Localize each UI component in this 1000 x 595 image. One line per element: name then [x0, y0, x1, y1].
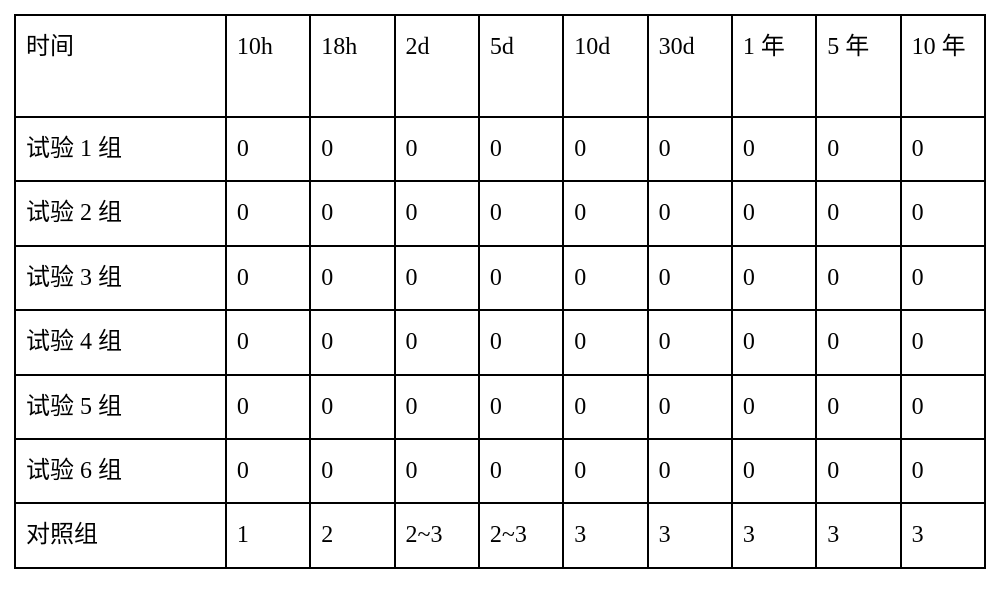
data-cell: 2~3 [479, 503, 563, 567]
data-cell: 0 [648, 181, 732, 245]
data-cell: 0 [226, 310, 310, 374]
header-cell: 18h [310, 15, 394, 117]
data-cell: 0 [479, 439, 563, 503]
data-cell: 0 [395, 246, 479, 310]
data-cell: 0 [226, 117, 310, 181]
table-row: 试验 2 组 0 0 0 0 0 0 0 0 0 [15, 181, 985, 245]
data-cell: 0 [479, 310, 563, 374]
header-cell: 时间 [15, 15, 226, 117]
table-row: 试验 3 组 0 0 0 0 0 0 0 0 0 [15, 246, 985, 310]
data-cell: 0 [395, 439, 479, 503]
data-cell: 0 [395, 310, 479, 374]
data-cell: 3 [563, 503, 647, 567]
data-cell: 0 [816, 117, 900, 181]
data-cell: 0 [479, 375, 563, 439]
data-cell: 0 [901, 310, 985, 374]
data-cell: 0 [732, 246, 816, 310]
data-cell: 0 [648, 439, 732, 503]
data-cell: 0 [563, 181, 647, 245]
data-cell: 0 [310, 181, 394, 245]
header-cell: 1 年 [732, 15, 816, 117]
table-row: 对照组 1 2 2~3 2~3 3 3 3 3 3 [15, 503, 985, 567]
header-cell: 30d [648, 15, 732, 117]
data-cell: 0 [563, 439, 647, 503]
data-cell: 0 [732, 310, 816, 374]
data-cell: 0 [816, 310, 900, 374]
data-cell: 0 [563, 375, 647, 439]
data-cell: 0 [648, 117, 732, 181]
data-cell: 0 [226, 246, 310, 310]
header-cell: 10 年 [901, 15, 985, 117]
data-cell: 0 [816, 181, 900, 245]
data-cell: 0 [479, 117, 563, 181]
data-cell: 0 [648, 246, 732, 310]
data-cell: 0 [310, 310, 394, 374]
data-cell: 0 [395, 375, 479, 439]
table-row: 试验 6 组 0 0 0 0 0 0 0 0 0 [15, 439, 985, 503]
data-cell: 1 [226, 503, 310, 567]
data-cell: 0 [732, 375, 816, 439]
header-cell: 5d [479, 15, 563, 117]
table-row: 试验 4 组 0 0 0 0 0 0 0 0 0 [15, 310, 985, 374]
data-cell: 0 [563, 310, 647, 374]
data-cell: 2 [310, 503, 394, 567]
data-cell: 0 [732, 439, 816, 503]
data-cell: 3 [816, 503, 900, 567]
header-cell: 10d [563, 15, 647, 117]
data-cell: 0 [648, 375, 732, 439]
data-cell: 3 [901, 503, 985, 567]
table-row: 试验 1 组 0 0 0 0 0 0 0 0 0 [15, 117, 985, 181]
data-cell: 0 [901, 181, 985, 245]
data-cell: 0 [479, 181, 563, 245]
data-cell: 0 [226, 375, 310, 439]
header-cell: 2d [395, 15, 479, 117]
table-row: 试验 5 组 0 0 0 0 0 0 0 0 0 [15, 375, 985, 439]
data-cell: 0 [901, 117, 985, 181]
data-cell: 0 [310, 246, 394, 310]
data-cell: 0 [310, 117, 394, 181]
data-cell: 2~3 [395, 503, 479, 567]
row-label: 试验 1 组 [15, 117, 226, 181]
data-cell: 0 [563, 117, 647, 181]
row-label: 试验 5 组 [15, 375, 226, 439]
data-cell: 0 [732, 181, 816, 245]
row-label: 对照组 [15, 503, 226, 567]
data-cell: 0 [395, 117, 479, 181]
data-cell: 0 [310, 439, 394, 503]
data-cell: 0 [563, 246, 647, 310]
data-cell: 0 [226, 181, 310, 245]
row-label: 试验 3 组 [15, 246, 226, 310]
data-cell: 0 [816, 439, 900, 503]
data-cell: 0 [816, 246, 900, 310]
row-label: 试验 6 组 [15, 439, 226, 503]
header-cell: 10h [226, 15, 310, 117]
data-cell: 0 [648, 310, 732, 374]
data-cell: 0 [226, 439, 310, 503]
data-cell: 0 [310, 375, 394, 439]
data-cell: 3 [732, 503, 816, 567]
data-cell: 3 [648, 503, 732, 567]
data-cell: 0 [479, 246, 563, 310]
header-cell: 5 年 [816, 15, 900, 117]
data-cell: 0 [901, 375, 985, 439]
row-label: 试验 4 组 [15, 310, 226, 374]
table-header-row: 时间 10h 18h 2d 5d 10d 30d 1 年 5 年 10 年 [15, 15, 985, 117]
data-table: 时间 10h 18h 2d 5d 10d 30d 1 年 5 年 10 年 试验… [14, 14, 986, 569]
row-label: 试验 2 组 [15, 181, 226, 245]
data-cell: 0 [816, 375, 900, 439]
data-cell: 0 [901, 246, 985, 310]
data-cell: 0 [901, 439, 985, 503]
data-cell: 0 [732, 117, 816, 181]
data-cell: 0 [395, 181, 479, 245]
